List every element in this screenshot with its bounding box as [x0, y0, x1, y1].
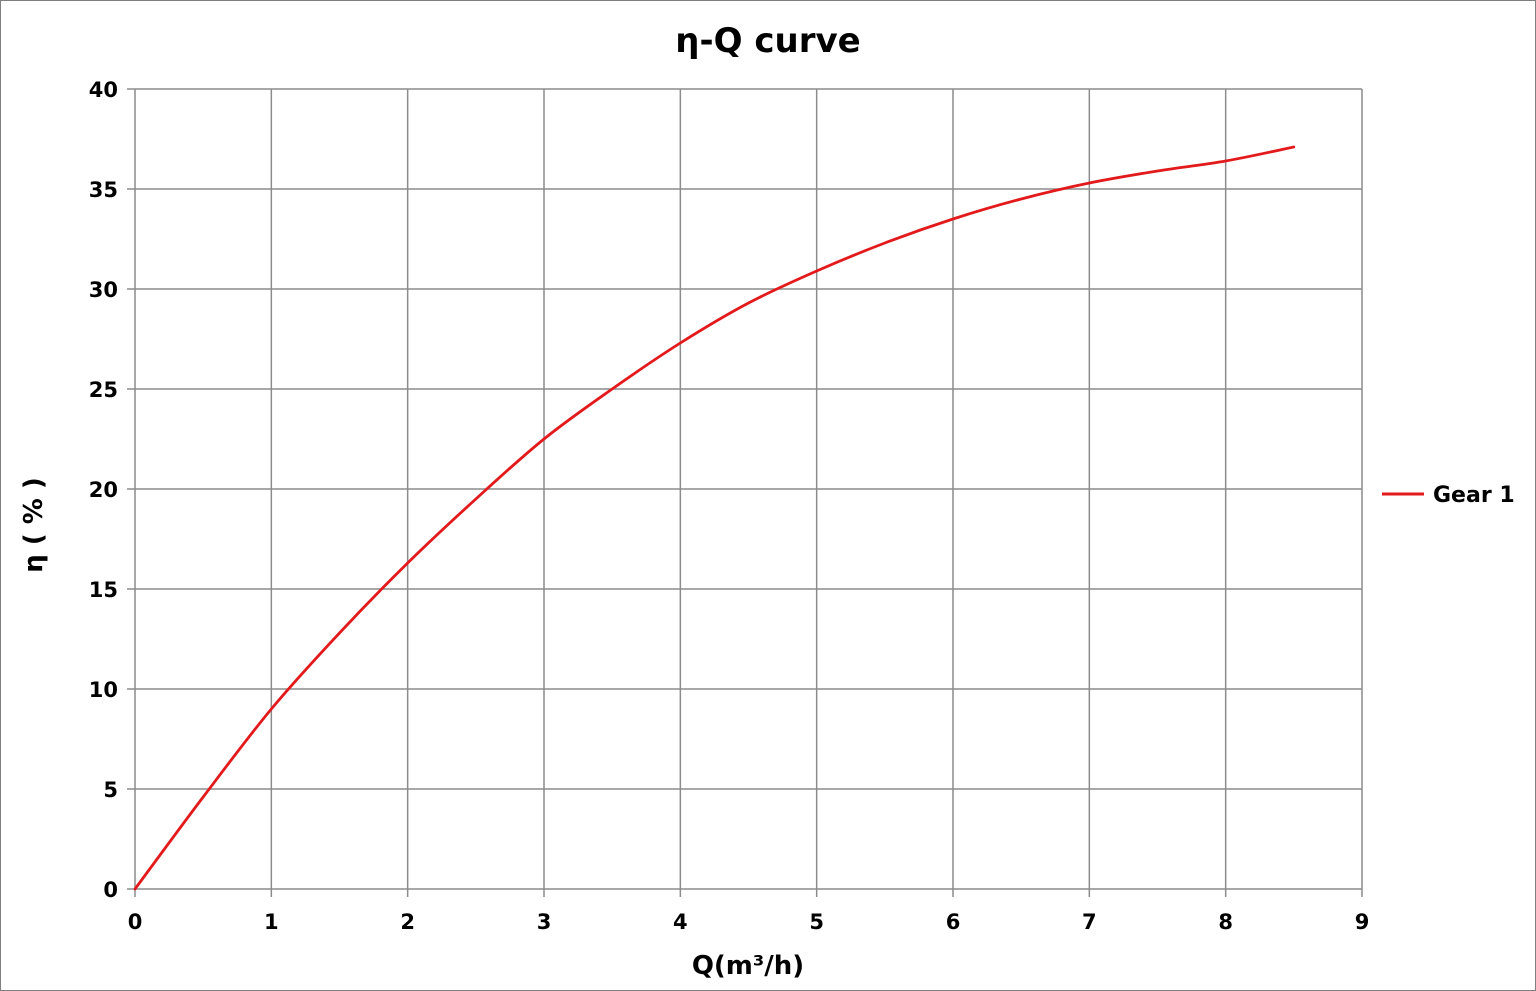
x-tick-label: 9	[1355, 910, 1370, 934]
x-tick-label: 4	[673, 910, 688, 934]
y-tick-label: 20	[89, 478, 118, 502]
y-tick-label: 10	[89, 678, 118, 702]
x-axis-label: Q(m³/h)	[692, 951, 804, 981]
series-layer	[133, 145, 1296, 891]
y-tick-label: 0	[103, 878, 118, 902]
legend-label-gear-1: Gear 1	[1433, 483, 1515, 508]
x-tick-label: 1	[264, 910, 279, 934]
x-tick-label: 6	[946, 910, 961, 934]
y-tick-label: 5	[103, 778, 118, 802]
x-tick-label: 0	[128, 910, 143, 934]
x-tick-label: 8	[1218, 910, 1233, 934]
legend: Gear 1	[1382, 483, 1515, 508]
x-tick-label: 5	[809, 910, 824, 934]
y-tick-label: 30	[89, 278, 118, 302]
y-tick-labels: 0 5 10 15 20 25 30 35 40	[89, 78, 118, 902]
y-tick-label: 35	[89, 178, 118, 202]
y-axis-label: η ( % )	[19, 477, 49, 572]
y-tick-label: 40	[89, 78, 118, 102]
grid	[127, 88, 1363, 897]
chart-title: η-Q curve	[675, 21, 860, 61]
y-tick-label: 15	[89, 578, 118, 602]
x-tick-label: 3	[537, 910, 552, 934]
x-tick-label: 7	[1082, 910, 1097, 934]
y-tick-label: 25	[89, 378, 118, 402]
x-tick-labels: 0 1 2 3 4 5 6 7 8 9	[128, 910, 1370, 934]
x-tick-label: 2	[400, 910, 415, 934]
series-line-gear-1	[133, 145, 1296, 891]
